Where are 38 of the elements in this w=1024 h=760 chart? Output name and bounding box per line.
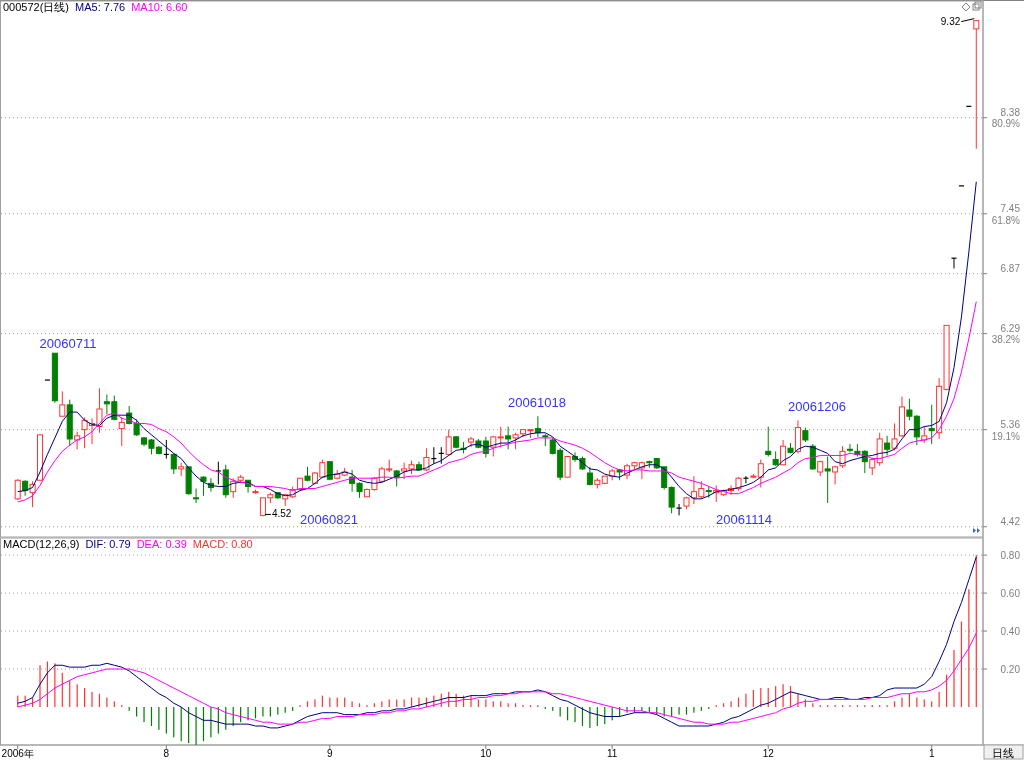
text: DIF: 0.79 — [85, 538, 131, 550]
y-tick-label: 7.45 — [1000, 203, 1021, 215]
x-tick-label: 10 — [480, 748, 492, 759]
x-tick-label: 12 — [762, 748, 775, 759]
text: 日线 — [992, 747, 1014, 759]
text: MACD: 0.80 — [192, 538, 253, 550]
y2-tick-label: 61.8% — [991, 214, 1021, 226]
y2-tick-label: 19.1% — [991, 430, 1021, 442]
chart-title: 000572(日线) — [3, 1, 70, 13]
y-tick-label: 6.29 — [1000, 323, 1021, 335]
x-tick-label: 2006年 — [1, 748, 34, 759]
chart-title: MACD(12,26,9) — [3, 538, 80, 550]
text: MA5: 7.76 — [75, 1, 126, 13]
y-tick-label: 5.36 — [1000, 419, 1021, 431]
y-tick-label: 0.60 — [1000, 587, 1021, 599]
annotation: 20061206 — [788, 399, 846, 414]
y2-tick-label: 38.2% — [991, 334, 1021, 346]
x-tick-label: 11 — [606, 748, 618, 759]
line-series — [17, 632, 977, 725]
text: DEA: 0.39 — [136, 538, 187, 550]
y-tick-label: 0.40 — [1000, 625, 1021, 637]
y-tick-label: 8.38 — [1000, 107, 1021, 119]
line-series — [17, 556, 977, 729]
x-tick-label: 9 — [327, 748, 334, 759]
text: MA10: 6.60 — [131, 1, 188, 13]
x-tick-label: 8 — [163, 748, 170, 759]
y-tick-label: 6.87 — [1000, 263, 1021, 275]
y-tick-label: 0.80 — [1000, 549, 1021, 561]
annotation: 20060711 — [39, 336, 97, 351]
annotation: 20061114 — [716, 512, 772, 527]
y2-tick-label: 80.9% — [991, 117, 1021, 129]
x-tick-label: 1 — [928, 748, 935, 759]
text: 9.32 — [940, 15, 961, 27]
annotation: 20061018 — [508, 395, 566, 410]
y-tick-label: 0.20 — [1000, 663, 1021, 675]
annotation: 20060821 — [300, 512, 358, 527]
text: 4.52 — [271, 508, 292, 520]
y-tick-label: 4.42 — [1000, 516, 1021, 528]
